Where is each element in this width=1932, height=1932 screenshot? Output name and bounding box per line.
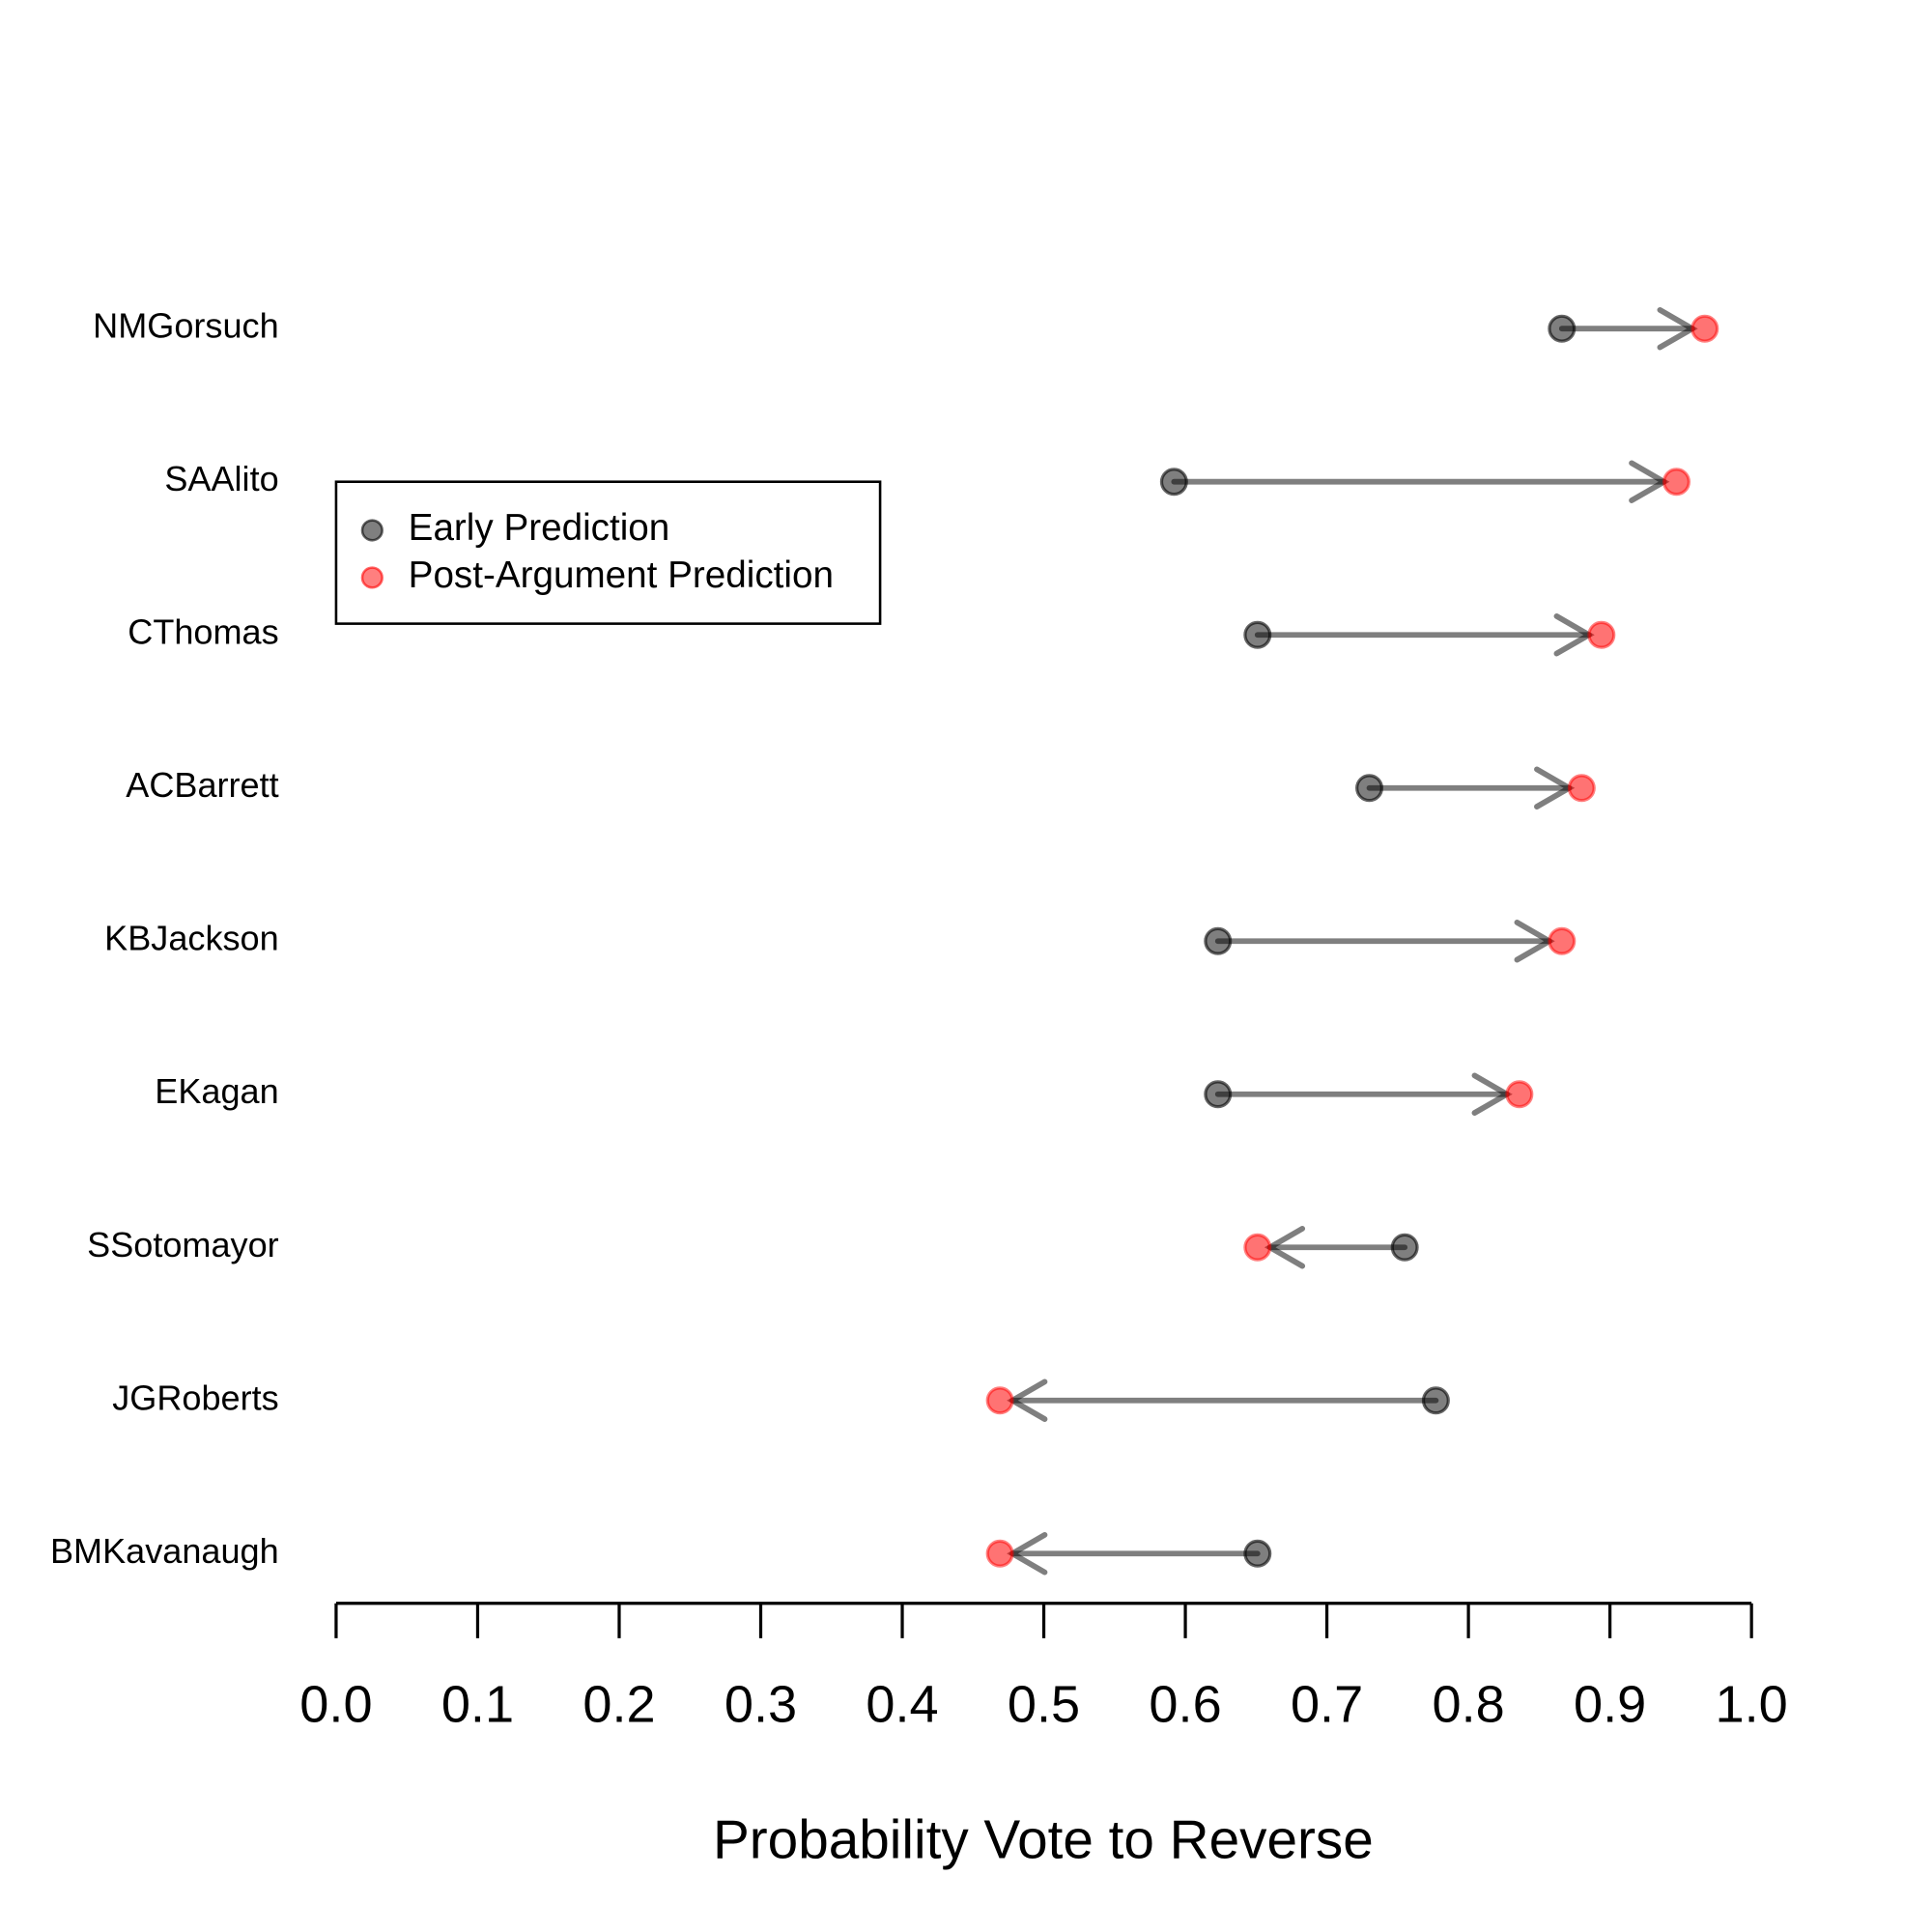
post-dot bbox=[985, 1539, 1014, 1568]
x-tick-label: 0.6 bbox=[1149, 1675, 1221, 1733]
post-dot bbox=[1548, 926, 1577, 955]
x-tick-label: 0.1 bbox=[441, 1675, 514, 1733]
y-tick-label: NMGorsuch bbox=[93, 306, 278, 346]
legend-label: Early Prediction bbox=[409, 507, 670, 549]
early-dot bbox=[1421, 1386, 1450, 1415]
arrow bbox=[1254, 612, 1595, 657]
x-tick-label: 0.5 bbox=[1008, 1675, 1080, 1733]
post-dot bbox=[1505, 1080, 1534, 1109]
legend-marker bbox=[360, 519, 384, 542]
arrow bbox=[1007, 1378, 1439, 1422]
x-tick-label: 0.7 bbox=[1291, 1675, 1363, 1733]
early-dot bbox=[1243, 620, 1272, 649]
early-dot bbox=[1390, 1233, 1419, 1262]
arrow bbox=[1171, 460, 1670, 503]
early-dot bbox=[1204, 926, 1233, 955]
y-tick-label: KBJackson bbox=[104, 919, 278, 958]
post-dot bbox=[985, 1386, 1014, 1415]
y-tick-label: CThomas bbox=[128, 612, 278, 652]
x-tick-label: 0.3 bbox=[724, 1675, 797, 1733]
early-dot bbox=[1204, 1080, 1233, 1109]
y-tick-label: EKagan bbox=[155, 1071, 278, 1111]
arrow bbox=[1214, 919, 1555, 963]
post-dot bbox=[1567, 774, 1596, 803]
y-tick-label: BMKavanaugh bbox=[50, 1531, 279, 1571]
y-tick-label: SAAlito bbox=[164, 459, 278, 498]
arrow bbox=[1264, 1226, 1408, 1269]
x-tick-label: 0.8 bbox=[1432, 1675, 1504, 1733]
arrow bbox=[1366, 766, 1576, 810]
arrow bbox=[1007, 1532, 1261, 1576]
y-tick-label: ACBarrett bbox=[126, 765, 278, 805]
post-dot bbox=[1243, 1233, 1272, 1262]
x-tick-label: 1.0 bbox=[1716, 1675, 1788, 1733]
y-tick-label: JGRoberts bbox=[112, 1378, 278, 1417]
arrow bbox=[1558, 306, 1698, 351]
early-dot bbox=[1243, 1539, 1272, 1568]
early-dot bbox=[1355, 774, 1384, 803]
y-tick-label: SSotomayor bbox=[87, 1225, 279, 1264]
post-dot bbox=[1690, 314, 1719, 343]
early-dot bbox=[1159, 468, 1188, 497]
x-tick-label: 0.9 bbox=[1574, 1675, 1646, 1733]
x-tick-label: 0.4 bbox=[866, 1675, 938, 1733]
x-axis-label: Probability Vote to Reverse bbox=[713, 1809, 1374, 1870]
early-dot bbox=[1548, 314, 1577, 343]
post-dot bbox=[1587, 620, 1616, 649]
arrow bbox=[1214, 1072, 1513, 1116]
legend-label: Post-Argument Prediction bbox=[409, 554, 834, 596]
legend-marker bbox=[360, 566, 384, 589]
legend-box bbox=[334, 480, 882, 625]
x-tick-label: 0.2 bbox=[582, 1675, 655, 1733]
x-tick-label: 0.0 bbox=[299, 1675, 372, 1733]
post-dot bbox=[1662, 468, 1690, 497]
